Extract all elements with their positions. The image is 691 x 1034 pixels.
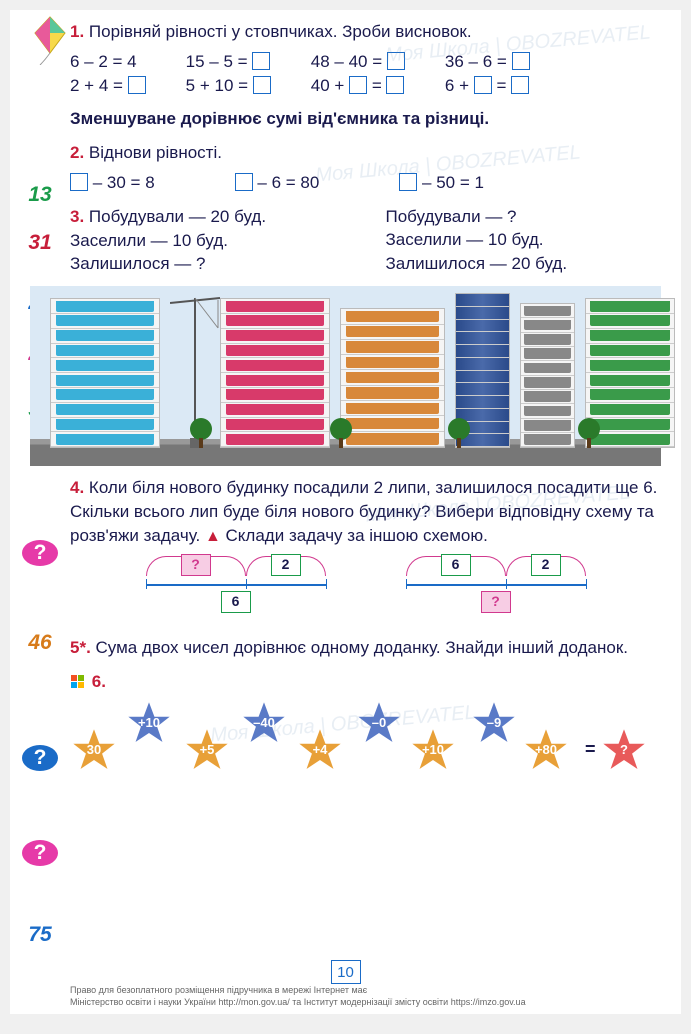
star-operation: –0 [355, 699, 403, 747]
task-line: Залишилося — 20 буд. [386, 252, 662, 276]
task-number: 5*. [70, 638, 91, 657]
task-6: 6. +10 –40 –0 –9 30 +5 +4 +10 +80 =? [70, 670, 661, 774]
question-mark-icon: ? [22, 540, 58, 566]
equation: – 50 = 1 [399, 171, 484, 195]
textbook-page: 1331244235?46??75 1. Порівняй рівності у… [10, 10, 681, 1014]
task-number: 1. [70, 22, 84, 41]
scheme-1: ? 2 6 [136, 556, 336, 626]
scheme-box: ? [181, 554, 211, 576]
star-operation: 30 [70, 726, 118, 774]
task-line: Заселили — 10 буд. [386, 228, 662, 252]
task-4: 4. Коли біля нового будинку посадили 2 л… [70, 476, 661, 626]
star-operation: +10 [409, 726, 457, 774]
scheme-box: 2 [531, 554, 561, 576]
equation: 2 + 4 = [70, 74, 146, 98]
equation: 5 + 10 = [186, 74, 271, 98]
star-result: ? [600, 726, 648, 774]
task-line: Заселили — 10 буд. [70, 229, 346, 253]
ms-icon [70, 675, 84, 689]
equation: 6 + = [445, 74, 530, 98]
scheme-2: 6 2 ? [396, 556, 596, 626]
kite-icon [30, 15, 70, 65]
star-operation: +10 [125, 699, 173, 747]
triangle-icon: ▲ [205, 528, 221, 545]
equation: – 6 = 80 [235, 171, 320, 195]
star-operation: +5 [183, 726, 231, 774]
scheme-box: 6 [221, 591, 251, 613]
task-line: Залишилося — ? [70, 252, 346, 276]
task-line: Побудували — ? [386, 205, 662, 229]
question-mark-icon: ? [22, 840, 58, 866]
sidebar-number: 31 [22, 228, 58, 257]
equation: 40 + = [311, 74, 405, 98]
sidebar-number: 75 [22, 920, 58, 949]
rule-text: Зменшуване дорівнює сумі від'ємника та р… [70, 107, 661, 131]
task-2: 2. Віднови рівності. – 30 = 8 – 6 = 80 –… [70, 141, 661, 195]
equation: 36 – 6 = [445, 50, 530, 74]
scheme-box: 6 [441, 554, 471, 576]
task-line: Побудували — 20 буд. [89, 207, 266, 226]
scheme-box: ? [481, 591, 511, 613]
star-operation: +4 [296, 726, 344, 774]
equals-sign: = [585, 737, 596, 762]
star-operation: –9 [470, 699, 518, 747]
scheme-box: 2 [271, 554, 301, 576]
footer-text: Право для безоплатного розміщення підруч… [70, 984, 671, 1009]
page-number: 10 [331, 960, 361, 984]
equation: 6 – 2 = 4 [70, 50, 146, 74]
task-text: Порівняй рівності у стовпчиках. Зроби ви… [89, 22, 472, 41]
equation: – 30 = 8 [70, 171, 155, 195]
task-1: 1. Порівняй рівності у стовпчиках. Зроби… [70, 20, 661, 97]
equation: 15 – 5 = [186, 50, 271, 74]
task-number: 6. [92, 672, 106, 691]
question-mark-icon: ? [22, 745, 58, 771]
task-5: 5*. Сума двох чисел дорівнює одному дода… [70, 636, 661, 660]
star-operation: –40 [240, 699, 288, 747]
equation: 48 – 40 = [311, 50, 405, 74]
sidebar-number: 13 [22, 180, 58, 209]
buildings-illustration [30, 286, 661, 466]
task-number: 3. [70, 207, 84, 226]
star-operation: +80 [522, 726, 570, 774]
task-number: 2. [70, 143, 84, 162]
task-extra: Склади задачу за іншою схемою. [226, 526, 488, 545]
task-3: 3. Побудували — 20 буд. Заселили — 10 бу… [70, 205, 661, 276]
task-text: Віднови рівності. [89, 143, 222, 162]
sidebar-number: 46 [22, 628, 58, 657]
task-text: Сума двох чисел дорівнює одному доданку.… [96, 638, 628, 657]
task-number: 4. [70, 478, 84, 497]
